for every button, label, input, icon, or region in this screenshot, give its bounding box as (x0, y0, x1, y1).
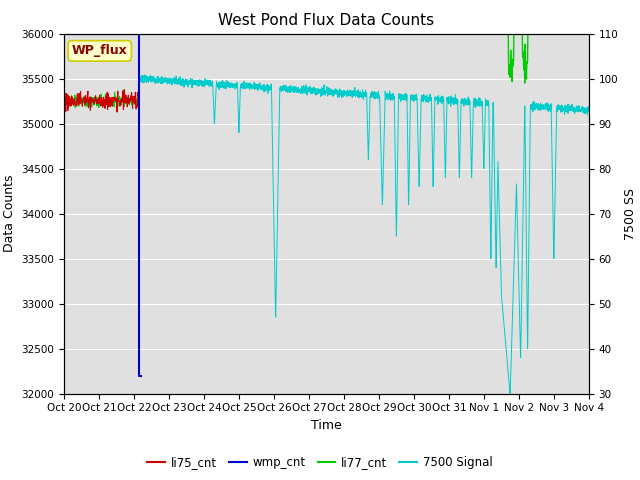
Y-axis label: Data Counts: Data Counts (3, 175, 16, 252)
Legend: li75_cnt, wmp_cnt, li77_cnt, 7500 Signal: li75_cnt, wmp_cnt, li77_cnt, 7500 Signal (143, 452, 497, 474)
Text: WP_flux: WP_flux (72, 44, 127, 58)
Title: West Pond Flux Data Counts: West Pond Flux Data Counts (218, 13, 435, 28)
Y-axis label: 7500 SS: 7500 SS (624, 188, 637, 240)
X-axis label: Time: Time (311, 419, 342, 432)
